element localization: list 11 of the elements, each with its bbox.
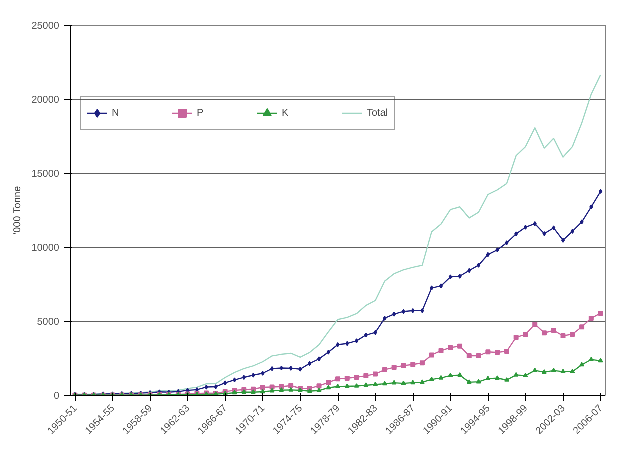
legend-label: P bbox=[197, 108, 205, 118]
y-tick-label: 5000 bbox=[37, 317, 60, 328]
y-tick-label: 20000 bbox=[32, 95, 60, 106]
legend-label: N bbox=[112, 108, 120, 118]
legend-label: K bbox=[282, 108, 290, 118]
legend-label: Total bbox=[367, 108, 388, 118]
y-tick-label: 10000 bbox=[32, 243, 60, 254]
y-tick-label: 15000 bbox=[32, 169, 60, 180]
y-tick-label: 0 bbox=[54, 391, 60, 402]
y-axis-title: '000 Tonne bbox=[12, 186, 24, 235]
y-tick-label: 25000 bbox=[32, 21, 60, 32]
